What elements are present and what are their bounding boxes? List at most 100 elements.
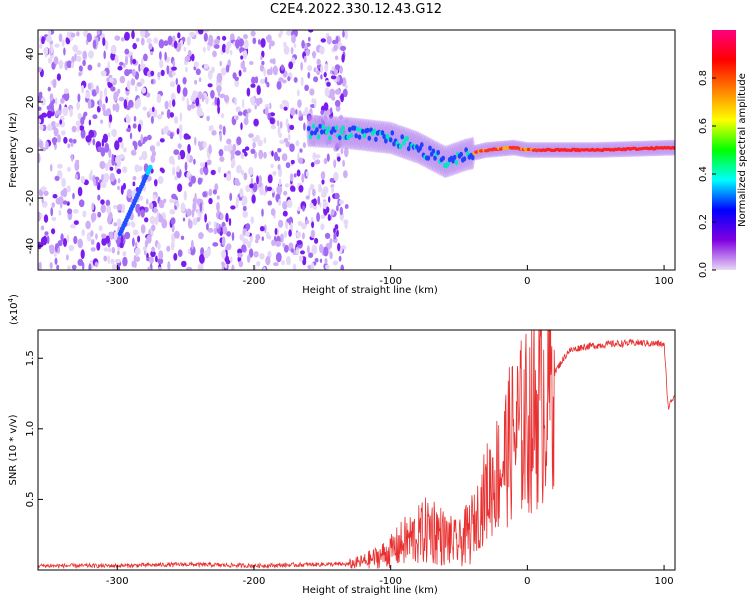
noise-speckle <box>222 35 227 41</box>
y-tick-label: 40 <box>25 48 36 61</box>
noise-speckle <box>150 79 154 85</box>
noise-speckle <box>324 258 328 265</box>
noise-speckle <box>82 59 86 67</box>
noise-speckle <box>45 35 52 43</box>
noise-speckle <box>344 147 349 158</box>
noise-speckle <box>66 234 70 243</box>
noise-speckle <box>131 30 135 40</box>
noise-speckle <box>272 65 278 76</box>
noise-speckle <box>76 101 80 111</box>
snr-frame <box>37 329 676 571</box>
carrier-core <box>436 149 441 156</box>
noise-speckle <box>337 242 341 252</box>
noise-speckle <box>103 247 109 252</box>
noise-speckle <box>250 30 256 37</box>
noise-speckle <box>263 137 267 144</box>
noise-speckle <box>57 134 61 143</box>
noise-speckle <box>97 211 102 218</box>
noise-speckle <box>182 77 187 85</box>
noise-speckle <box>340 93 344 103</box>
noise-speckle <box>161 218 168 229</box>
noise-speckle <box>41 36 45 45</box>
carrier-core <box>672 146 675 150</box>
noise-speckle <box>290 159 295 165</box>
noise-speckle <box>164 51 167 61</box>
noise-speckle <box>257 181 263 188</box>
noise-speckle <box>163 198 167 203</box>
noise-speckle <box>94 261 99 268</box>
noise-speckle <box>130 55 133 65</box>
noise-speckle <box>87 64 93 71</box>
noise-speckle <box>182 87 188 97</box>
noise-speckle <box>162 126 169 135</box>
noise-speckle <box>166 65 170 75</box>
noise-speckle <box>153 206 157 214</box>
noise-speckle <box>147 175 152 182</box>
noise-speckle <box>66 166 71 172</box>
noise-speckle <box>326 206 330 213</box>
x-tick-label: -300 <box>106 576 129 587</box>
carrier-core <box>357 134 362 140</box>
noise-speckle <box>319 45 325 55</box>
noise-speckle <box>40 97 46 106</box>
noise-speckle <box>344 221 348 229</box>
noise-speckle <box>225 64 230 73</box>
noise-speckle <box>95 233 98 240</box>
carrier-core <box>347 126 352 133</box>
noise-speckle <box>186 152 190 162</box>
noise-speckle <box>301 40 305 49</box>
carrier-core <box>315 127 319 133</box>
noise-speckle <box>236 164 242 174</box>
carrier-core <box>426 155 431 161</box>
noise-speckle <box>92 39 97 50</box>
noise-speckle <box>240 122 243 131</box>
noise-speckle <box>316 58 321 66</box>
carrier-core <box>341 125 345 131</box>
colorbar-ticks: 0.0 0.2 0.4 0.6 0.8 <box>698 70 716 278</box>
noise-speckle <box>143 53 148 62</box>
noise-speckle <box>96 242 101 251</box>
y-tick-label: 20 <box>25 96 36 109</box>
noise-speckle <box>190 104 196 109</box>
noise-speckle <box>307 65 313 72</box>
noise-speckle <box>281 260 285 266</box>
noise-speckle <box>147 266 152 270</box>
carrier-core <box>428 145 432 151</box>
noise-speckle <box>101 237 107 246</box>
noise-speckle <box>322 200 328 210</box>
noise-speckle <box>319 258 323 263</box>
noise-speckle <box>184 55 191 62</box>
carrier-core <box>328 135 332 141</box>
noise-speckle <box>176 84 181 94</box>
noise-speckle <box>56 73 62 81</box>
noise-speckle <box>184 161 188 172</box>
noise-speckle <box>300 76 304 87</box>
noise-speckle <box>218 149 224 157</box>
noise-speckle <box>272 58 276 65</box>
noise-speckle <box>334 224 339 230</box>
noise-speckle <box>298 255 304 262</box>
carrier-core <box>320 129 324 135</box>
noise-speckle <box>88 50 94 59</box>
carrier-core <box>362 133 367 139</box>
noise-speckle <box>302 232 305 240</box>
noise-speckle <box>212 242 219 247</box>
noise-speckle <box>150 70 155 77</box>
noise-speckle <box>329 177 335 183</box>
noise-speckle <box>279 103 284 110</box>
noise-speckle <box>177 249 183 257</box>
x-tick-label: 0 <box>524 576 530 587</box>
noise-speckle <box>232 143 237 152</box>
noise-speckle <box>51 137 58 144</box>
noise-speckle <box>216 72 223 83</box>
noise-speckle <box>116 218 122 228</box>
noise-speckle <box>108 247 112 253</box>
noise-speckle <box>212 50 217 58</box>
noise-speckle <box>295 109 298 115</box>
noise-speckle <box>293 43 297 48</box>
colorbar-tick-label: 0.6 <box>698 118 709 134</box>
noise-speckle <box>193 158 196 165</box>
noise-speckle <box>267 174 273 184</box>
noise-speckle <box>123 99 128 109</box>
noise-speckle <box>343 170 348 179</box>
